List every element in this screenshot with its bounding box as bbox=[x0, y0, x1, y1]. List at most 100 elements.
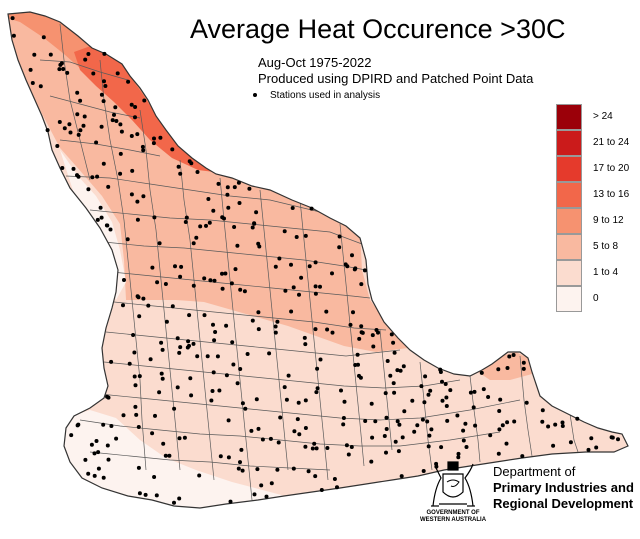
station-dot bbox=[240, 468, 245, 473]
wa-coat-of-arms-icon bbox=[413, 458, 493, 532]
station-dot bbox=[254, 397, 259, 402]
station-dot bbox=[551, 443, 556, 448]
station-dot bbox=[57, 120, 62, 124]
station-dot bbox=[236, 180, 241, 185]
station-dot bbox=[421, 469, 426, 473]
station-dot bbox=[207, 220, 212, 225]
station-dot bbox=[90, 175, 95, 180]
station-dot bbox=[521, 366, 526, 371]
station-dot bbox=[81, 123, 86, 128]
station-dot bbox=[96, 450, 101, 455]
station-dot bbox=[553, 422, 558, 427]
station-dot bbox=[148, 357, 153, 362]
station-dot bbox=[353, 266, 358, 271]
station-dot bbox=[468, 390, 473, 395]
station-dot bbox=[242, 289, 247, 294]
station-dot bbox=[384, 415, 389, 420]
station-dot bbox=[391, 381, 396, 386]
station-dot bbox=[245, 352, 250, 356]
station-dot bbox=[297, 432, 302, 437]
legend-swatch bbox=[556, 286, 582, 312]
station-dot bbox=[129, 192, 134, 197]
station-dot bbox=[419, 384, 424, 389]
station-dot bbox=[497, 427, 502, 432]
station-dot bbox=[357, 336, 362, 341]
station-dot bbox=[296, 400, 301, 405]
station-dot bbox=[337, 234, 342, 239]
station-dot bbox=[422, 400, 427, 405]
station-dot bbox=[94, 439, 99, 443]
station-dot bbox=[130, 168, 135, 173]
station-dot bbox=[150, 265, 155, 270]
station-dot bbox=[283, 288, 288, 293]
station-dot bbox=[184, 215, 189, 220]
station-dot bbox=[187, 313, 192, 318]
station-dot bbox=[211, 322, 215, 327]
station-dot bbox=[157, 241, 162, 246]
station-dot bbox=[109, 424, 114, 428]
legend-label: > 24 bbox=[593, 111, 613, 122]
department-line-2: Primary Industries and bbox=[493, 480, 634, 495]
station-dot bbox=[359, 282, 364, 287]
station-dot bbox=[275, 319, 280, 324]
station-dot bbox=[126, 79, 131, 84]
station-dot bbox=[249, 428, 254, 433]
station-dot bbox=[61, 67, 66, 71]
station-dot bbox=[384, 450, 388, 455]
station-dot bbox=[420, 417, 425, 422]
station-dot bbox=[330, 271, 334, 276]
station-dot bbox=[594, 445, 599, 450]
station-dot bbox=[167, 453, 172, 458]
station-dot bbox=[137, 314, 142, 319]
legend-label: 9 to 12 bbox=[593, 215, 624, 226]
station-dot bbox=[226, 418, 231, 423]
station-dot bbox=[255, 467, 260, 472]
station-dot bbox=[391, 340, 396, 345]
station-dot bbox=[384, 427, 389, 431]
station-dot bbox=[505, 366, 510, 370]
station-dot bbox=[75, 423, 80, 428]
station-dot bbox=[208, 278, 213, 283]
station-dot bbox=[395, 419, 400, 424]
station-dot bbox=[294, 235, 299, 239]
station-dot bbox=[463, 421, 468, 426]
legend-label: 13 to 16 bbox=[593, 189, 630, 200]
station-dot bbox=[560, 420, 565, 425]
legend-swatch bbox=[556, 104, 582, 130]
station-dot bbox=[307, 264, 312, 269]
station-dot bbox=[48, 52, 53, 57]
station-dot bbox=[135, 132, 140, 137]
station-dot bbox=[302, 335, 307, 340]
station-dot bbox=[521, 360, 526, 365]
station-dot bbox=[170, 147, 175, 152]
station-dot bbox=[546, 424, 551, 429]
station-dot bbox=[268, 436, 273, 441]
station-dot bbox=[110, 118, 115, 123]
station-dot bbox=[102, 79, 106, 84]
station-dot bbox=[277, 256, 282, 261]
station-dot bbox=[230, 340, 235, 345]
station-dot bbox=[335, 485, 339, 490]
station-dot bbox=[616, 437, 620, 442]
station-dot bbox=[91, 71, 96, 76]
station-dot bbox=[609, 435, 614, 440]
station-dot bbox=[188, 376, 193, 381]
station-dot bbox=[237, 201, 242, 205]
station-dot bbox=[395, 368, 400, 373]
station-dot bbox=[220, 286, 225, 291]
legend-label: 17 to 20 bbox=[593, 163, 630, 174]
station-dot bbox=[346, 452, 351, 457]
station-dot bbox=[278, 415, 283, 420]
station-dot bbox=[121, 413, 126, 418]
station-dot bbox=[220, 215, 225, 220]
station-dot bbox=[369, 401, 374, 406]
station-dot bbox=[112, 112, 116, 117]
station-dot bbox=[172, 406, 177, 411]
station-dot bbox=[211, 370, 216, 375]
map-period: Aug-Oct 1975-2022 bbox=[258, 55, 372, 70]
station-dot bbox=[183, 220, 188, 224]
station-dot bbox=[439, 445, 444, 450]
station-dot bbox=[309, 206, 314, 211]
legend-swatch bbox=[556, 130, 582, 156]
